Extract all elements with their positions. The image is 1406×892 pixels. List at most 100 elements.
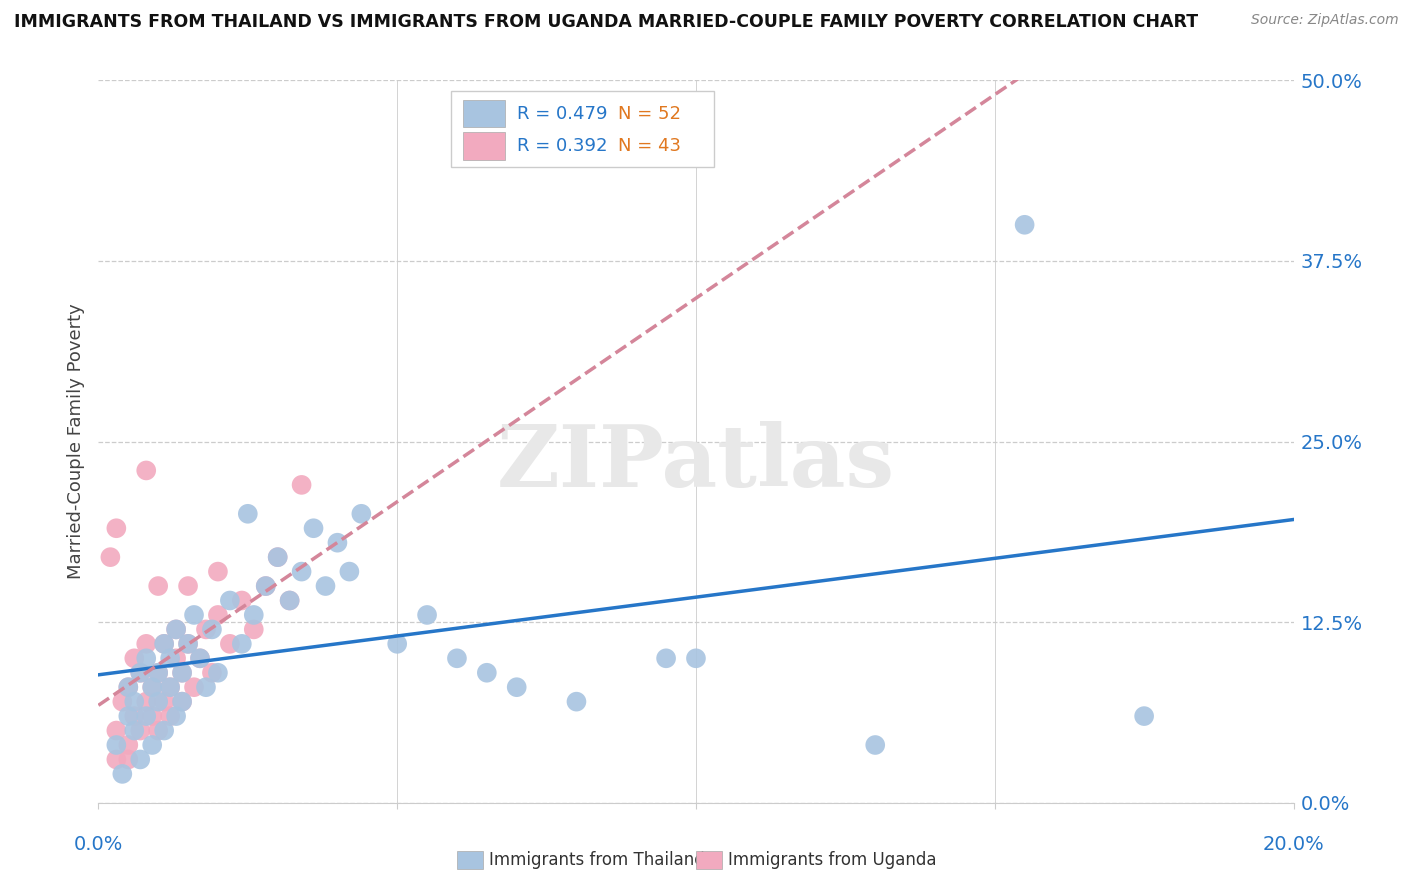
Point [148, 665, 170, 680]
Point [685, 651, 707, 665]
Text: ZIPatlas: ZIPatlas [496, 421, 896, 505]
Point [207, 607, 229, 622]
Point [231, 593, 253, 607]
Point [177, 579, 200, 593]
Point [159, 680, 181, 694]
Text: R = 0.479: R = 0.479 [517, 104, 607, 122]
Point [278, 593, 301, 607]
Text: Immigrants from Uganda: Immigrants from Uganda [728, 851, 936, 869]
Point [201, 623, 224, 637]
Point [350, 507, 373, 521]
Point [105, 752, 128, 766]
Point [655, 651, 678, 665]
Point [865, 738, 887, 752]
Point [172, 665, 194, 680]
Point [129, 723, 152, 738]
Point [159, 651, 181, 665]
Point [124, 723, 146, 738]
Point [416, 607, 439, 622]
Point [385, 637, 409, 651]
Point [207, 665, 229, 680]
Point [129, 665, 152, 680]
Text: N = 43: N = 43 [619, 137, 682, 155]
Point [291, 478, 314, 492]
Point [117, 709, 139, 723]
Point [243, 623, 266, 637]
Point [172, 695, 194, 709]
Point [183, 607, 205, 622]
Point [565, 695, 588, 709]
Point [236, 507, 259, 521]
FancyBboxPatch shape [463, 132, 505, 160]
Point [153, 637, 176, 651]
Point [148, 695, 170, 709]
Point [135, 651, 157, 665]
Point [135, 695, 157, 709]
Point [111, 695, 134, 709]
Point [254, 579, 277, 593]
FancyBboxPatch shape [451, 91, 714, 167]
Point [135, 637, 157, 651]
Point [1133, 709, 1156, 723]
Point [129, 752, 152, 766]
Text: Source: ZipAtlas.com: Source: ZipAtlas.com [1251, 13, 1399, 28]
Point [159, 709, 181, 723]
Point [165, 623, 187, 637]
Point [177, 637, 200, 651]
Point [117, 680, 139, 694]
Point [165, 623, 187, 637]
Text: 20.0%: 20.0% [1263, 835, 1324, 855]
Point [267, 550, 290, 565]
Point [124, 651, 146, 665]
Point [506, 680, 529, 694]
Point [153, 723, 176, 738]
Point [183, 680, 205, 694]
Point [124, 709, 146, 723]
Point [105, 521, 128, 535]
FancyBboxPatch shape [457, 851, 484, 870]
Point [326, 535, 349, 549]
Point [148, 579, 170, 593]
Point [207, 565, 229, 579]
Point [117, 680, 139, 694]
Point [111, 767, 134, 781]
Point [129, 665, 152, 680]
FancyBboxPatch shape [463, 100, 505, 128]
Point [141, 738, 163, 752]
Text: N = 52: N = 52 [619, 104, 682, 122]
Point [135, 463, 157, 477]
Text: 0.0%: 0.0% [73, 835, 124, 855]
Text: R = 0.392: R = 0.392 [517, 137, 607, 155]
Point [153, 695, 176, 709]
Point [172, 665, 194, 680]
Point [98, 550, 122, 565]
Point [148, 665, 170, 680]
Point [105, 738, 128, 752]
Point [148, 723, 170, 738]
Point [201, 665, 224, 680]
Point [165, 709, 187, 723]
Point [243, 607, 266, 622]
Point [195, 680, 218, 694]
Y-axis label: Married-Couple Family Poverty: Married-Couple Family Poverty [66, 303, 84, 580]
Point [141, 680, 163, 694]
Point [124, 695, 146, 709]
Point [219, 593, 242, 607]
Point [188, 651, 211, 665]
Point [315, 579, 337, 593]
Point [291, 565, 314, 579]
Point [302, 521, 325, 535]
Point [278, 593, 301, 607]
Point [135, 709, 157, 723]
FancyBboxPatch shape [696, 851, 723, 870]
Point [339, 565, 361, 579]
Point [177, 637, 200, 651]
Point [188, 651, 211, 665]
Text: Immigrants from Thailand: Immigrants from Thailand [489, 851, 704, 869]
Text: IMMIGRANTS FROM THAILAND VS IMMIGRANTS FROM UGANDA MARRIED-COUPLE FAMILY POVERTY: IMMIGRANTS FROM THAILAND VS IMMIGRANTS F… [14, 13, 1198, 31]
Point [141, 680, 163, 694]
Point [195, 623, 218, 637]
Point [267, 550, 290, 565]
Point [254, 579, 277, 593]
Point [231, 637, 253, 651]
